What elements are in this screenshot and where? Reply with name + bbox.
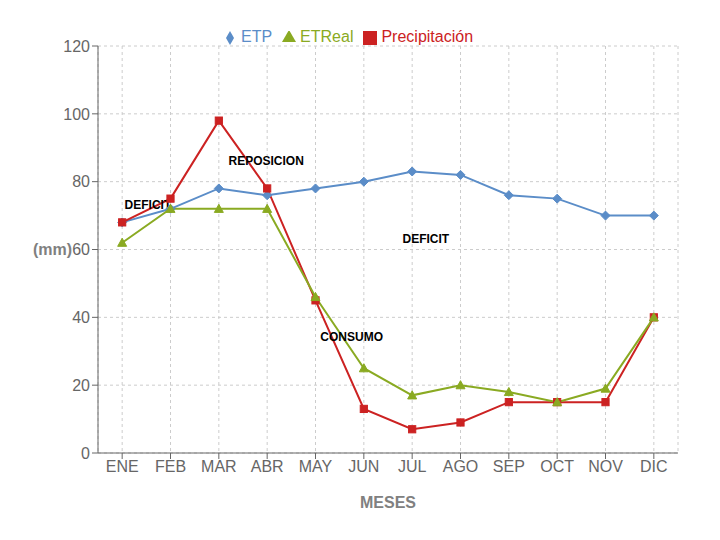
svg-text:120: 120 xyxy=(63,38,90,55)
svg-text:MAY: MAY xyxy=(299,458,333,475)
svg-text:JUL: JUL xyxy=(398,458,427,475)
svg-text:ABR: ABR xyxy=(251,458,284,475)
svg-text:DIC: DIC xyxy=(640,458,668,475)
svg-text:100: 100 xyxy=(63,106,90,123)
svg-text:JUN: JUN xyxy=(348,458,379,475)
svg-text:60: 60 xyxy=(72,241,90,258)
svg-text:REPOSICION: REPOSICION xyxy=(229,154,304,168)
svg-text:CONSUMO: CONSUMO xyxy=(320,330,383,344)
svg-text:DEFICIT: DEFICIT xyxy=(403,232,450,246)
html-text:Precipitación: Precipitación xyxy=(381,28,473,45)
html-text:ETReal: ETReal xyxy=(300,28,354,45)
svg-text:40: 40 xyxy=(72,309,90,326)
svg-text:NOV: NOV xyxy=(588,458,623,475)
svg-text:DEFICIT: DEFICIT xyxy=(125,198,172,212)
svg-text:ENE: ENE xyxy=(106,458,139,475)
svg-text:OCT: OCT xyxy=(540,458,574,475)
svg-text:80: 80 xyxy=(72,173,90,190)
svg-text:SEP: SEP xyxy=(493,458,525,475)
svg-text:(mm): (mm) xyxy=(33,241,72,258)
svg-text:0: 0 xyxy=(81,445,90,462)
svg-text:AGO: AGO xyxy=(443,458,479,475)
svg-text:20: 20 xyxy=(72,377,90,394)
svg-text:FEB: FEB xyxy=(155,458,186,475)
html-text:ETP: ETP xyxy=(241,28,273,45)
svg-text:MESES: MESES xyxy=(360,494,416,511)
svg-text:MAR: MAR xyxy=(201,458,237,475)
